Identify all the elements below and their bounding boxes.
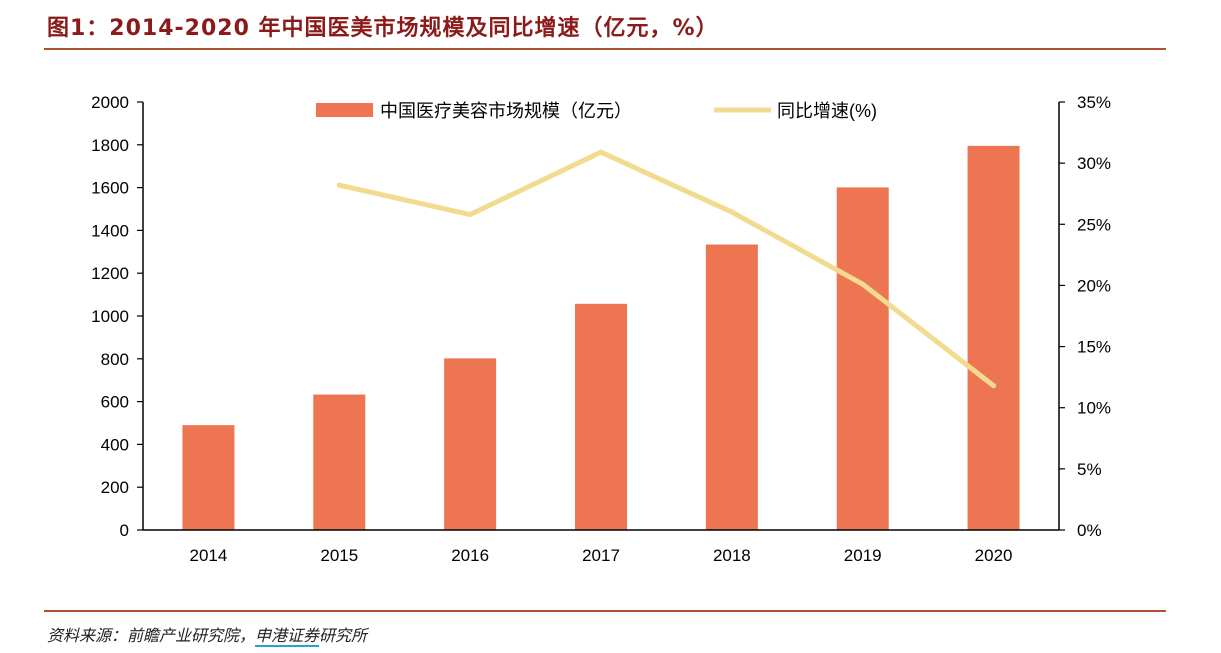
figure-title: 图1：2014-2020 年中国医美市场规模及同比增速（亿元，%） xyxy=(47,16,719,41)
legend-line-label: 同比增速(%) xyxy=(777,101,877,121)
y-tick-label: 600 xyxy=(101,393,129,412)
source-note: 资料来源：前瞻产业研究院，申港证券研究所 xyxy=(47,622,368,647)
growth-line xyxy=(336,149,997,389)
y-tick-label: 1200 xyxy=(91,264,129,283)
growth-point xyxy=(729,209,735,215)
x-tick-label: 2016 xyxy=(451,546,489,565)
y2-tick-label: 5% xyxy=(1077,460,1102,479)
y2-tick-label: 30% xyxy=(1077,154,1111,173)
x-tick-label: 2017 xyxy=(582,546,620,565)
bar-2017 xyxy=(575,303,627,530)
source-suffix: 研究所 xyxy=(319,626,368,645)
source-prefix: 资料来源：前瞻产业研究院， xyxy=(47,626,256,645)
x-tick-label: 2019 xyxy=(844,546,882,565)
y-tick-label: 1400 xyxy=(91,221,129,240)
x-tick-label: 2015 xyxy=(320,546,358,565)
growth-point xyxy=(860,281,866,287)
bar-2014 xyxy=(182,425,235,530)
y-tick-label: 1800 xyxy=(91,136,129,155)
legend-bar-label: 中国医疗美容市场规模（亿元） xyxy=(380,101,632,121)
x-tick-label: 2020 xyxy=(975,546,1013,565)
y-tick-label: 800 xyxy=(101,350,129,369)
y-tick-label: 2000 xyxy=(91,93,129,112)
growth-point xyxy=(336,182,342,188)
y2-tick-label: 0% xyxy=(1077,521,1102,540)
title-divider xyxy=(44,48,1166,50)
growth-point xyxy=(467,212,473,218)
y-tick-label: 1600 xyxy=(91,179,129,198)
y2-tick-label: 20% xyxy=(1077,276,1111,295)
legend-bar-swatch xyxy=(316,103,373,117)
x-tick-label: 2014 xyxy=(190,546,228,565)
y-tick-label: 0 xyxy=(120,521,129,540)
bar-2020 xyxy=(967,145,1020,530)
source-divider xyxy=(44,610,1166,612)
bar-2016 xyxy=(444,358,497,530)
bar-2015 xyxy=(313,394,366,530)
source-highlight: 申港证券 xyxy=(255,626,320,647)
y-tick-label: 200 xyxy=(101,478,129,497)
y2-tick-label: 35% xyxy=(1077,93,1111,112)
bar-2019 xyxy=(836,187,889,531)
x-tick-label: 2018 xyxy=(713,546,751,565)
growth-point xyxy=(598,149,604,155)
y2-tick-label: 25% xyxy=(1077,215,1111,234)
y-tick-label: 1000 xyxy=(91,307,129,326)
y-tick-label: 400 xyxy=(101,435,129,454)
y2-tick-label: 15% xyxy=(1077,338,1111,357)
growth-point xyxy=(991,383,997,389)
y2-tick-label: 10% xyxy=(1077,399,1111,418)
bar-2018 xyxy=(705,244,758,531)
